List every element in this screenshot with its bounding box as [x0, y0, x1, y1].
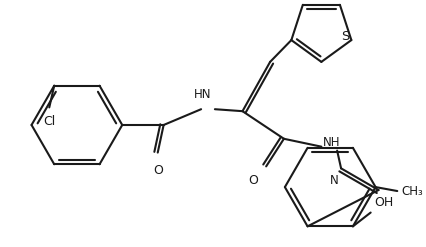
Text: N: N [330, 174, 339, 187]
Text: Cl: Cl [43, 115, 55, 128]
Text: CH₃: CH₃ [401, 185, 423, 198]
Text: O: O [153, 165, 163, 177]
Text: NH: NH [323, 136, 341, 149]
Text: S: S [342, 30, 350, 43]
Text: OH: OH [374, 196, 394, 209]
Text: HN: HN [194, 88, 212, 101]
Text: O: O [248, 174, 258, 187]
